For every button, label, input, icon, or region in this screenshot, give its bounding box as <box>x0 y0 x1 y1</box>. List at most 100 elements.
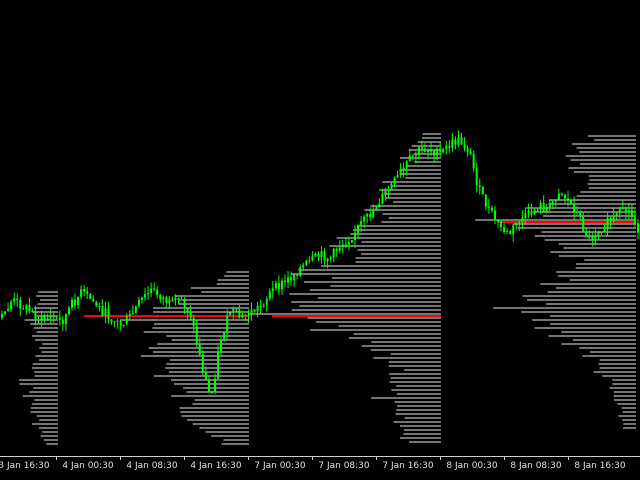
candle-body <box>19 299 22 309</box>
candle-body <box>515 223 518 226</box>
price-chart[interactable] <box>0 0 640 456</box>
candle-body <box>481 186 484 195</box>
candle-body <box>567 198 570 200</box>
candle-body <box>95 301 98 307</box>
candle-body <box>162 297 165 300</box>
candle-body <box>46 318 49 320</box>
candle-body <box>451 139 454 148</box>
candle-body <box>207 379 210 393</box>
candle-body <box>612 215 615 222</box>
candle-body <box>10 301 13 310</box>
candle-body <box>83 289 86 292</box>
candle-body <box>338 247 341 251</box>
candle-body <box>420 147 423 149</box>
candle-body <box>137 299 140 307</box>
candle-body <box>241 314 244 318</box>
candle-body <box>554 199 557 202</box>
candle-body <box>107 308 110 320</box>
candle-body <box>308 260 311 262</box>
candle-body <box>34 311 37 320</box>
candle-body <box>253 309 256 312</box>
candle-body <box>466 148 469 152</box>
candle-body <box>384 191 387 194</box>
candle-body <box>326 258 329 261</box>
candle-body <box>630 210 633 218</box>
candle-body <box>77 296 80 306</box>
candle-body <box>527 210 530 213</box>
candle-body <box>277 283 280 290</box>
candle-body <box>436 148 439 156</box>
time-tick <box>56 456 57 460</box>
candle-body <box>521 217 524 222</box>
candle-body <box>226 315 229 333</box>
candle-body <box>557 193 560 200</box>
candle-body <box>247 314 250 316</box>
candle-body <box>402 167 405 171</box>
candle-body <box>332 248 335 258</box>
candle-body <box>417 147 420 155</box>
candle-body <box>186 308 189 313</box>
candle-body <box>509 230 512 235</box>
candle-body <box>366 213 369 217</box>
candle-body <box>320 251 323 257</box>
candle-body <box>609 217 612 222</box>
candle-body <box>560 193 563 195</box>
candle-body <box>40 316 43 320</box>
candle-body <box>381 193 384 204</box>
candle-body <box>250 309 253 316</box>
candle-body <box>198 343 201 355</box>
candle-body <box>490 207 493 211</box>
candle-body <box>588 236 591 238</box>
candle-body <box>633 217 636 224</box>
candle-body <box>472 153 475 169</box>
candle-body <box>627 210 630 213</box>
candle-body <box>52 315 55 318</box>
candle-body <box>433 150 436 156</box>
candle-body <box>484 194 487 207</box>
candle-body <box>110 319 113 323</box>
candle-body <box>427 150 430 152</box>
candle-body <box>70 299 73 308</box>
candle-body <box>128 313 131 316</box>
candle-body <box>89 293 92 299</box>
candle-body <box>360 221 363 225</box>
candle-body <box>147 293 150 295</box>
candle-body <box>353 232 356 240</box>
candle-body <box>183 300 186 309</box>
candle-body <box>232 309 235 313</box>
candle-body <box>116 321 119 323</box>
candle-body <box>579 211 582 217</box>
candle-body <box>551 201 554 205</box>
candle-body <box>500 221 503 228</box>
candle-body <box>171 299 174 301</box>
candle-body <box>122 324 125 326</box>
candle-body <box>280 280 283 290</box>
candle-body <box>317 253 320 257</box>
candle-body <box>204 371 207 380</box>
candle-body <box>150 288 153 294</box>
candle-body <box>457 137 460 145</box>
candle-body <box>159 294 162 300</box>
candle-body <box>92 298 95 302</box>
candle-body <box>512 225 515 235</box>
candle-body <box>64 314 67 325</box>
candle-body <box>262 305 265 307</box>
candle-body <box>271 288 274 292</box>
candle-body <box>55 317 58 319</box>
candle-body <box>61 319 64 325</box>
candle-body <box>293 274 296 281</box>
time-tick <box>376 456 377 460</box>
candle-body <box>539 202 542 210</box>
candle-body <box>7 309 10 312</box>
candle-body <box>223 332 226 341</box>
time-tick <box>184 456 185 460</box>
candle-body <box>229 312 232 316</box>
candle-body <box>256 305 259 312</box>
candle-body <box>131 312 134 314</box>
candle-body <box>597 232 600 237</box>
candle-body <box>335 248 338 251</box>
candle-body <box>177 297 180 300</box>
candle-body <box>600 232 603 234</box>
time-label: 8 Jan 00:30 <box>446 461 498 471</box>
